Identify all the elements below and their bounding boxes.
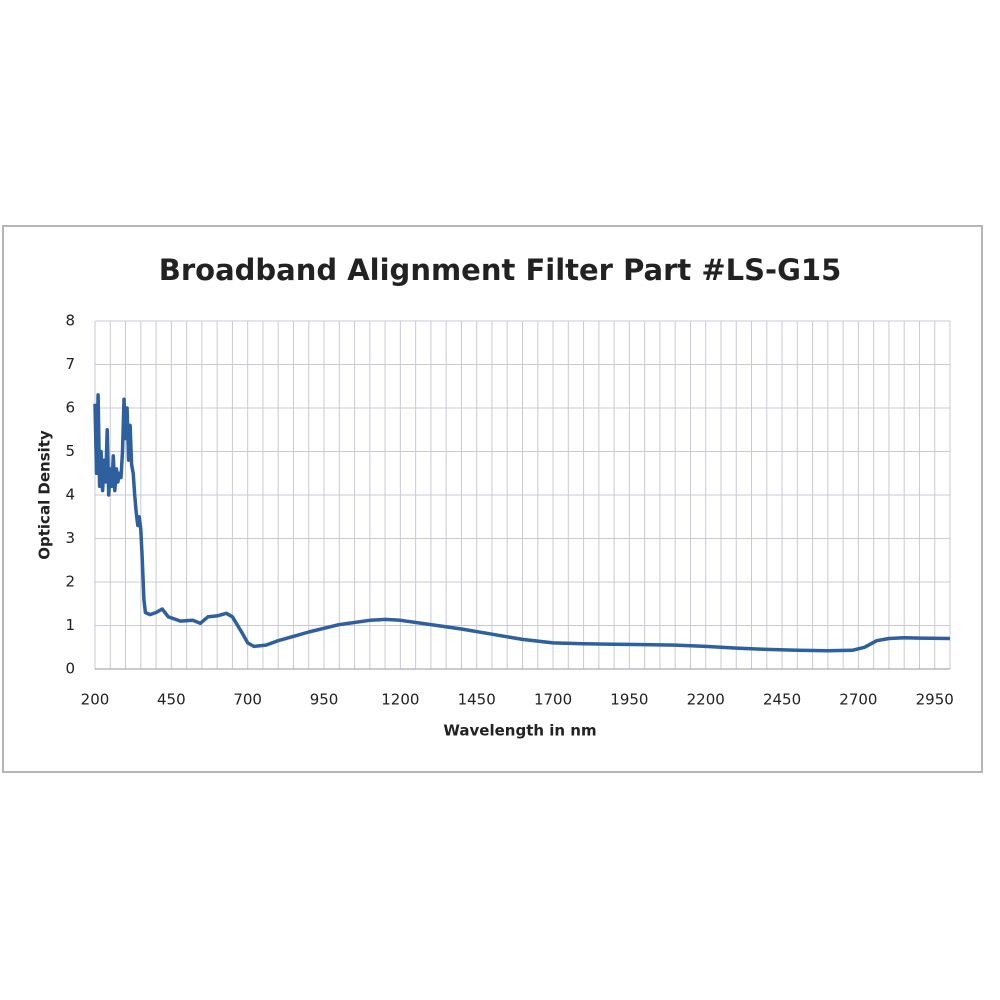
x-tick-label: 450 — [157, 691, 186, 709]
x-tick-label: 2950 — [916, 691, 954, 709]
x-tick-label: 1700 — [534, 691, 572, 709]
x-tick-label: 1450 — [458, 691, 496, 709]
x-axis-label: Wavelength in nm — [443, 722, 596, 740]
y-tick-label: 5 — [65, 442, 75, 460]
x-tick-label: 1950 — [610, 691, 648, 709]
chart-title: Broadband Alignment Filter Part #LS-G15 — [159, 253, 842, 287]
y-tick-label: 0 — [65, 660, 75, 678]
data-line — [93, 393, 951, 653]
y-tick-label: 7 — [65, 355, 75, 373]
x-tick-label: 950 — [310, 691, 339, 709]
x-tick-label: 2200 — [687, 691, 725, 709]
x-tick-label: 200 — [81, 691, 110, 709]
x-tick-label: 2450 — [763, 691, 801, 709]
y-tick-label: 4 — [65, 486, 75, 504]
x-tick-label: 700 — [233, 691, 262, 709]
x-tick-label: 2700 — [839, 691, 877, 709]
y-tick-label: 1 — [65, 616, 75, 634]
chart-frame — [2, 225, 983, 773]
y-tick-label: 6 — [65, 399, 75, 417]
y-tick-label: 2 — [65, 573, 75, 591]
y-tick-label: 8 — [65, 312, 75, 330]
x-tick-label: 1200 — [381, 691, 419, 709]
y-tick-label: 3 — [65, 529, 75, 547]
y-axis-label: Optical Density — [36, 430, 54, 560]
